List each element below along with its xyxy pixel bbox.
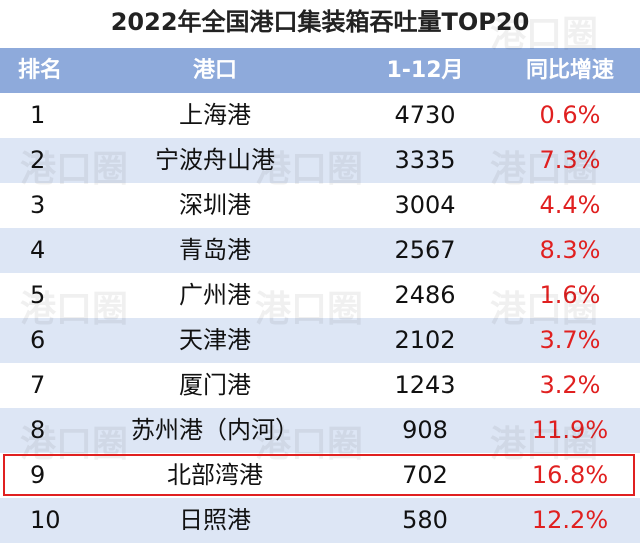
table-cell: 5: [30, 281, 46, 309]
table-cell: 6: [30, 326, 46, 354]
table-cell: 3.2%: [539, 371, 601, 399]
table-row: 10 日照港 580 12.2%: [0, 498, 640, 543]
column-header: 同比增速: [525, 58, 614, 83]
title: 2022年全国港口集装箱吞吐量TOP20: [110, 8, 530, 36]
table-row: 8 苏州港（内河） 908 11.9%: [0, 408, 640, 453]
table-row: 3 深圳港 3004 4.4%: [0, 183, 640, 228]
highlight-box: [3, 454, 635, 496]
table-cell: 3: [30, 191, 46, 219]
table-row: 6 天津港 2102 3.7%: [0, 318, 640, 363]
table-cell: 3.7%: [539, 326, 601, 354]
table-cell: 青岛港: [179, 236, 251, 264]
table-header: 排名 港口 1-12月 同比增速: [0, 48, 640, 93]
watermark: 港口圈: [20, 424, 129, 465]
table-row: 4 青岛港 2567 8.3%: [0, 228, 640, 273]
table-cell: 4730: [394, 101, 456, 129]
watermark: 港口圈: [255, 289, 364, 330]
table-cell: 9: [30, 461, 46, 489]
watermark: 港口圈: [490, 14, 599, 55]
watermark: 港口圈: [490, 289, 599, 330]
watermark: 港口圈: [490, 424, 599, 465]
table-row: 9 北部湾港 702 16.8%: [0, 453, 640, 498]
column-header: 排名: [17, 58, 62, 83]
table-cell: 7: [30, 371, 46, 399]
watermark: 港口圈: [20, 149, 129, 190]
table-cell: 宁波舟山港: [155, 146, 275, 174]
table-cell: 深圳港: [179, 191, 251, 219]
table-cell: 厦门港: [179, 371, 251, 399]
watermark: 港口圈: [255, 149, 364, 190]
table-cell: 2567: [394, 236, 456, 264]
table-row: 7 厦门港 1243 3.2%: [0, 363, 640, 408]
table-cell: 3004: [394, 191, 456, 219]
watermark: 港口圈: [20, 289, 129, 330]
table-cell: 4: [30, 236, 46, 264]
table-cell: 12.2%: [531, 506, 609, 534]
table-row: 2 宁波舟山港 3335 7.3%: [0, 138, 640, 183]
table-cell: 4.4%: [539, 191, 601, 219]
table-cell: 1.6%: [539, 281, 601, 309]
table-cell: 702: [402, 461, 448, 489]
table-cell: 16.8%: [531, 461, 609, 489]
table-cell: 2: [30, 146, 46, 174]
table-cell: 10: [30, 506, 61, 534]
column-header: 港口: [192, 58, 237, 83]
column-header: 1-12月: [386, 58, 464, 83]
watermark: 港口圈: [490, 149, 599, 190]
table-cell: 0.6%: [539, 101, 601, 129]
table-cell: 7.3%: [539, 146, 601, 174]
table-cell: 天津港: [179, 326, 251, 354]
table-cell: 3335: [394, 146, 456, 174]
table-cell: 苏州港（内河）: [131, 416, 299, 444]
table-cell: 8: [30, 416, 46, 444]
table-cell: 2486: [394, 281, 456, 309]
table-cell: 1243: [394, 371, 456, 399]
table-cell: 2102: [394, 326, 456, 354]
watermark: 港口圈: [255, 424, 364, 465]
table-cell: 上海港: [179, 101, 251, 129]
table-cell: 908: [402, 416, 448, 444]
table-cell: 8.3%: [539, 236, 601, 264]
table-row: 5 广州港 2486 1.6%: [0, 273, 640, 318]
table-row: 1 上海港 4730 0.6%: [0, 93, 640, 138]
table-cell: 北部湾港: [167, 461, 263, 489]
table-cell: 580: [402, 506, 448, 534]
table-cell: 日照港: [179, 506, 251, 534]
table-cell: 11.9%: [531, 416, 609, 444]
table-cell: 1: [30, 101, 46, 129]
table-cell: 广州港: [179, 281, 251, 309]
